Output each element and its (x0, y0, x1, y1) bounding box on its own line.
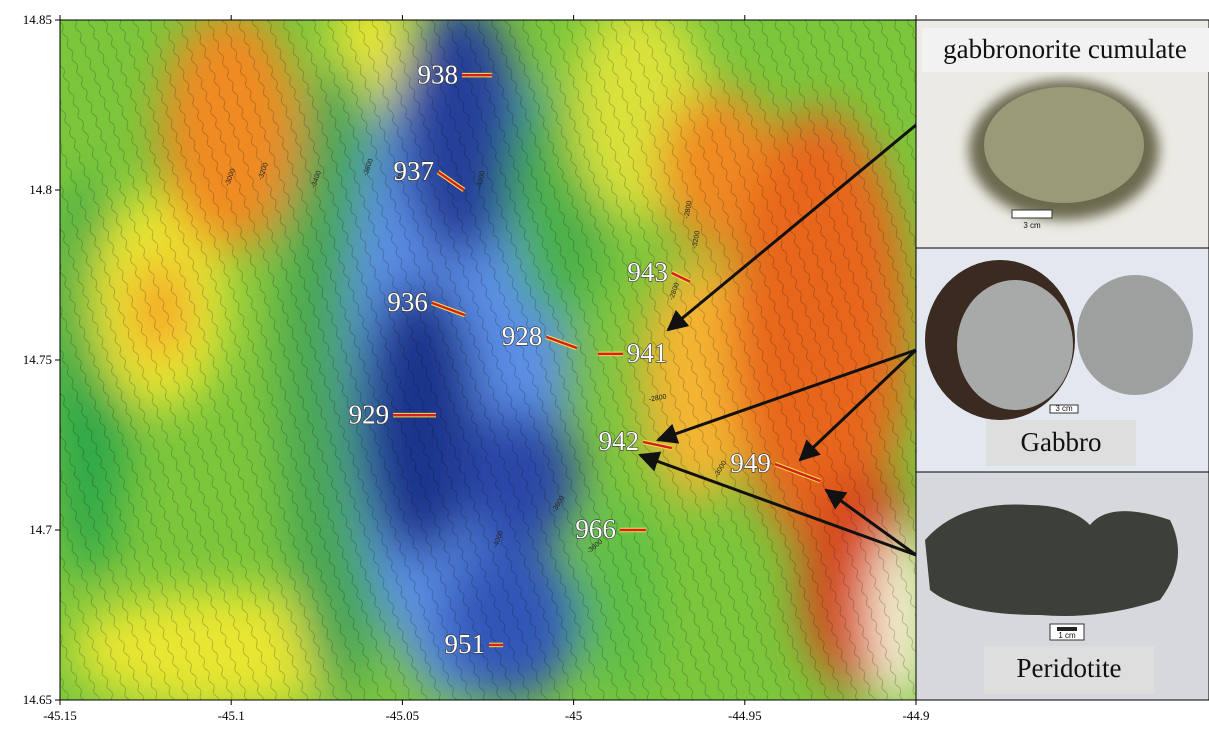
y-tick-label: 14.65 (23, 692, 52, 707)
scale-label: 3 cm (1055, 404, 1073, 413)
photo-label: Gabbro (1021, 427, 1102, 457)
y-tick-label: 14.8 (29, 182, 52, 197)
y-tick-label: 14.75 (23, 352, 52, 367)
dive-label: 951 (445, 629, 486, 659)
dive-label: 949 (730, 448, 771, 478)
dive-label: 936 (387, 287, 428, 317)
x-tick-label: -45 (565, 708, 582, 723)
photo-label: Peridotite (1017, 653, 1122, 683)
dive-label: 929 (349, 399, 390, 429)
y-tick-label: 14.7 (29, 522, 52, 537)
dive-label: 941 (627, 338, 668, 368)
scale-label: 1 cm (1058, 631, 1076, 640)
dive-label: 966 (575, 514, 616, 544)
x-tick-label: -45.05 (386, 708, 420, 723)
y-tick-label: 14.85 (23, 12, 52, 27)
x-tick-label: -44.9 (902, 708, 929, 723)
photo-panel: 3 cm gabbronorite cumulate 3 cm Gabbro 1… (916, 20, 1209, 700)
scale-label: 3 cm (1023, 221, 1041, 230)
dive-label: 938 (417, 59, 458, 89)
bathymetry (50, 0, 930, 710)
dive-label: 943 (627, 257, 668, 287)
x-tick-label: -45.1 (218, 708, 245, 723)
x-tick-label: -45.15 (43, 708, 77, 723)
dive-label: 928 (502, 321, 543, 351)
dive-label: 942 (599, 426, 640, 456)
figure: -3000-3200-3400-3600-3800-4000-2800-3200… (0, 0, 1209, 733)
x-tick-label: -44.95 (728, 708, 762, 723)
photo-label: gabbronorite cumulate (943, 34, 1187, 64)
dive-label: 937 (394, 156, 435, 186)
